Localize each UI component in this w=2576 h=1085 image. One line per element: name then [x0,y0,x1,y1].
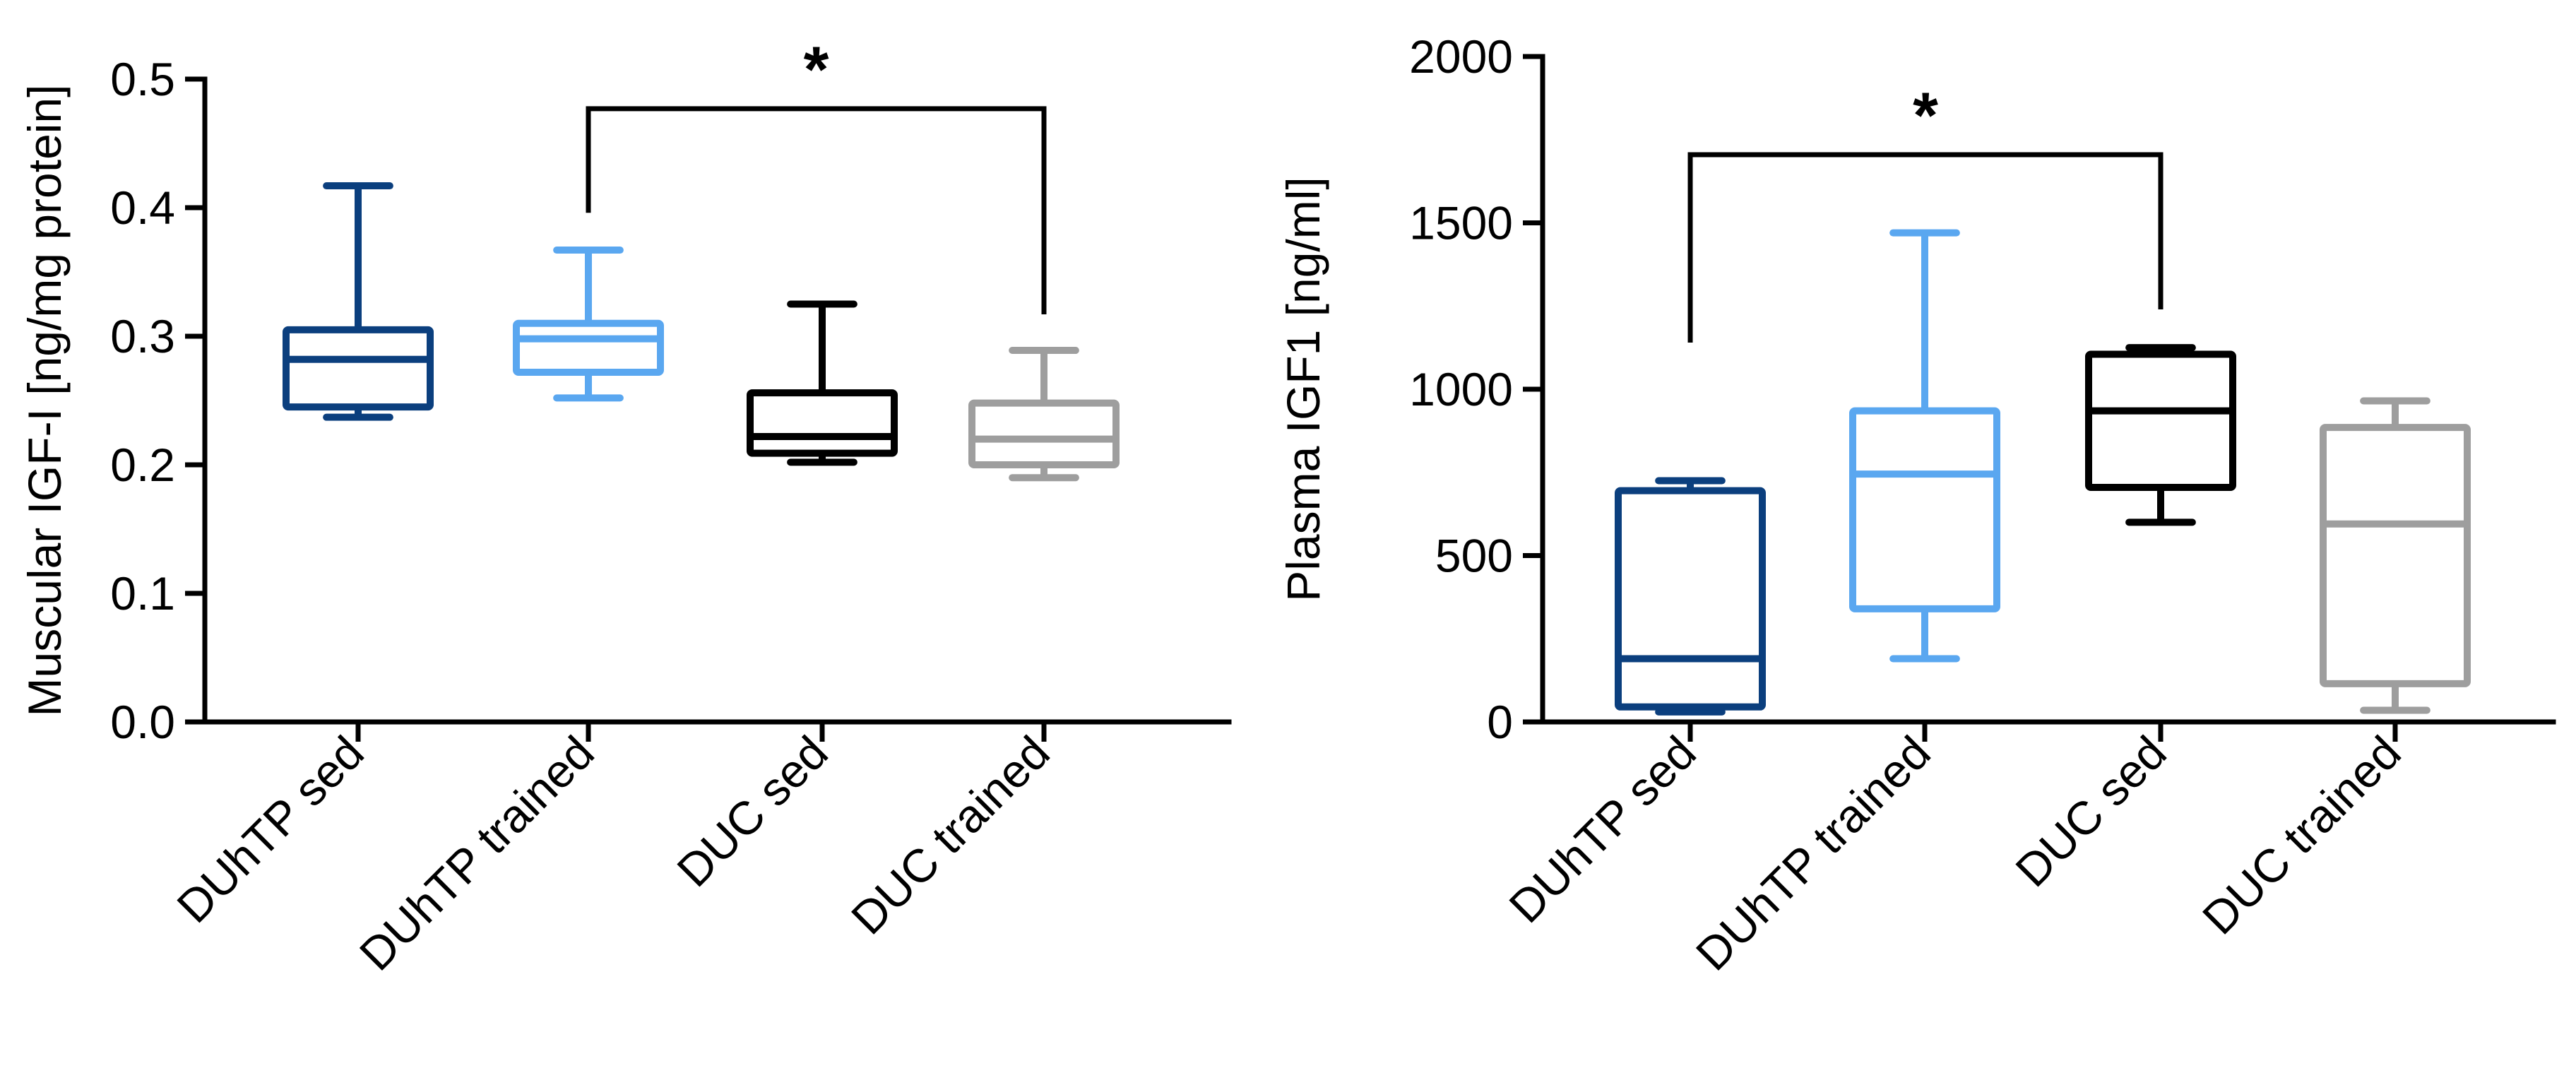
category-label: DUC sed [2005,726,2176,897]
box-duc-sed [2085,344,2236,526]
iqr-box [283,326,434,411]
y-tick-label: 500 [1435,530,1513,582]
box-duhtp-trained [513,247,664,402]
box-duhtp-trained [1849,229,2000,663]
box-duhtp-sed [283,182,434,421]
iqr-box [1849,407,2000,612]
y-tick-label: 0.3 [110,310,175,362]
category-label: DUhTP sed [167,726,374,933]
iqr-box [2320,424,2471,687]
y-tick-label: 0 [1487,696,1513,748]
y-tick-label: 0.4 [110,182,175,234]
category-label: DUhTP trained [1686,726,1940,980]
panel-plasma-igf1: 0 500 1000 1500 2000 Plasma IGF1 [ng/ml] DUhTP… [1277,30,2556,980]
box-duc-sed [747,300,898,466]
category-label: DUC sed [667,726,838,897]
iqr-box [1615,487,1766,711]
significance-star: * [1913,80,1938,152]
iqr-box [2085,350,2236,491]
bracket-line [1687,152,2164,343]
category-label: DUC trained [2192,726,2411,944]
y-tick-label: 0.5 [110,53,175,105]
box-duc-trained [2320,397,2471,714]
bracket-line [586,106,1047,315]
y-tick-label: 0.0 [110,696,175,748]
y-tick-label: 1500 [1409,197,1513,249]
significance-bracket: * [586,34,1047,315]
category-label: DUhTP trained [350,726,604,980]
box-duc-trained [968,347,1120,482]
category-label: DUC trained [841,726,1060,944]
iqr-box [968,399,1120,469]
y-tick-label: 0.1 [110,567,175,619]
category-label: DUhTP sed [1499,726,1706,933]
y-tick-label: 1000 [1409,363,1513,415]
iqr-box [747,389,898,457]
panel-muscular-igf1: 0.0 0.1 0.2 0.3 0.4 0.5 Muscular IGF-I [ng/mg … [18,34,1232,980]
y-axis-title: Muscular IGF-I [ng/mg protein] [18,85,71,717]
significance-star: * [804,34,829,106]
y-tick-label: 2000 [1409,30,1513,83]
y-axis-title: Plasma IGF1 [ng/ml] [1277,177,1329,602]
box-duhtp-sed [1615,477,1766,716]
y-tick-label: 0.2 [110,439,175,491]
iqr-box [513,319,664,376]
significance-bracket: * [1687,80,2164,343]
